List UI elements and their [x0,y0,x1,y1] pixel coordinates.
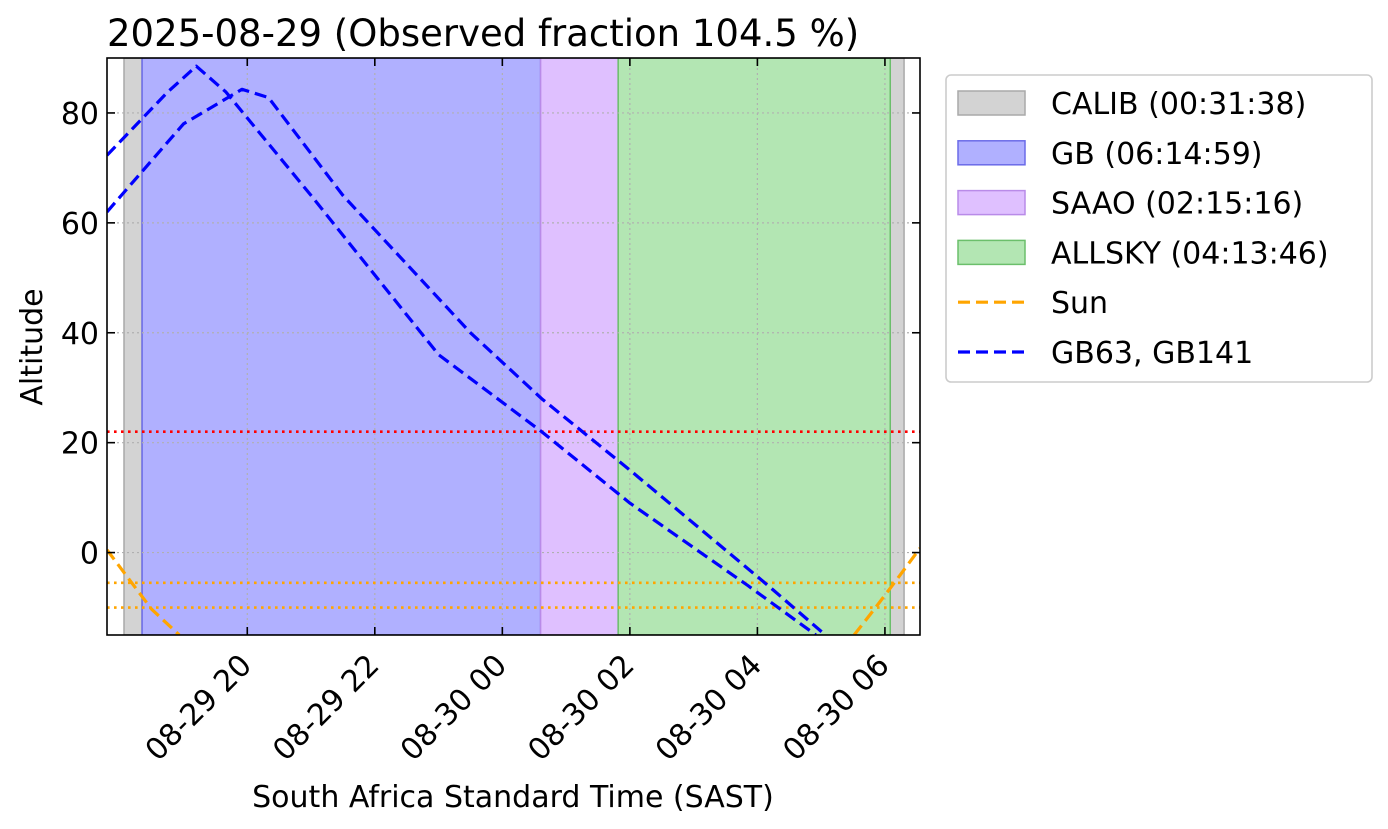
legend-label: Sun [1051,286,1108,321]
series-line-sun-0 [107,548,181,635]
y-axis-label: Altitude [15,288,50,405]
legend-label: CALIB (00:31:38) [1051,87,1306,122]
legend-swatch-2 [957,189,1026,216]
chart-title: 2025-08-29 (Observed fraction 104.5 %) [107,12,859,55]
x-tick-label: 08-30 02 [521,648,641,768]
span-band-saao-0 [539,58,619,635]
y-tick-label: 0 [80,537,99,572]
x-tick-label: 08-29 20 [139,648,259,768]
legend-swatch-0 [957,90,1026,116]
legend-label: ALLSKY (04:13:46) [1051,236,1329,271]
span-band-calib-0 [123,58,143,635]
y-tick-label: 60 [61,207,99,242]
legend-label: GB63, GB141 [1051,336,1253,371]
span-band-allsky-0 [617,58,891,635]
x-tick-label: 08-30 06 [776,648,896,768]
span-band-calib-1 [889,58,905,635]
span-band-gb-0 [141,58,542,635]
plot-frame [106,57,921,636]
x-tick-label: 08-30 04 [649,648,769,768]
legend-box [945,74,1373,383]
y-tick-label: 20 [61,427,99,462]
legend-label: GB (06:14:59) [1051,137,1263,172]
legend-swatch-1 [957,140,1026,166]
y-tick-label: 80 [61,97,99,132]
x-axis-label: South Africa Standard Time (SAST) [252,780,774,815]
series-line-gb-1 [107,87,827,635]
y-tick-label: 40 [61,317,99,352]
legend: CALIB (00:31:38) GB (06:14:59) SAAO (02:15… [945,74,1373,383]
legend-label: SAAO (02:15:16) [1051,187,1303,222]
legend-swatch-3 [957,239,1026,266]
x-tick-label: 08-29 22 [266,648,386,768]
series-line-gb-0 [107,64,817,635]
x-tick-label: 08-30 00 [394,648,514,768]
plot-inner [107,58,920,635]
